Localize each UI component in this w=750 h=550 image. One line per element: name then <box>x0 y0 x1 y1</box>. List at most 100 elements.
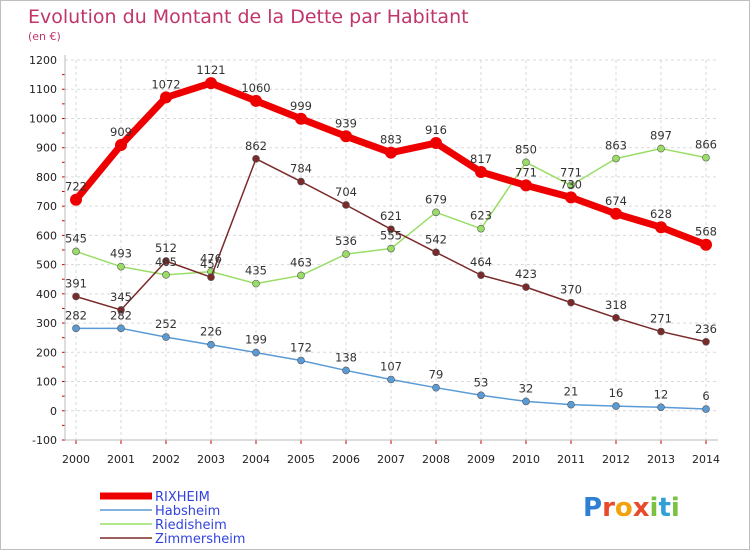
data-point <box>117 324 125 333</box>
data-label: 939 <box>335 116 357 130</box>
y-tick-label: 500 <box>36 259 57 272</box>
legend-label: Zimmersheim <box>155 532 245 547</box>
data-point <box>342 201 350 209</box>
x-tick-label: 2000 <box>62 453 90 466</box>
data-label: 226 <box>200 325 222 339</box>
data-label: 1060 <box>241 81 270 95</box>
data-label: 282 <box>110 308 132 322</box>
data-label: 999 <box>290 99 312 113</box>
data-label: 138 <box>335 350 357 364</box>
y-tick-label: 700 <box>36 200 57 213</box>
data-label: 6 <box>702 389 709 403</box>
logo-letter: r <box>602 493 615 523</box>
data-point <box>477 391 485 400</box>
data-label: 555 <box>380 229 402 243</box>
data-point <box>162 257 170 265</box>
data-point <box>297 356 305 365</box>
data-label: 465 <box>155 255 177 269</box>
data-label: 1072 <box>151 77 180 91</box>
data-label: 16 <box>609 386 624 400</box>
data-label: 623 <box>470 209 492 223</box>
data-point <box>612 314 620 322</box>
data-point <box>160 91 172 104</box>
data-label: 536 <box>335 234 357 248</box>
data-label: 771 <box>515 165 537 179</box>
data-label: 345 <box>110 290 132 304</box>
data-point <box>567 181 575 190</box>
y-tick-label: -100 <box>32 434 57 447</box>
logo-letter: i <box>671 493 680 523</box>
data-point <box>162 333 170 341</box>
data-point <box>297 271 305 280</box>
data-label: 730 <box>560 177 582 191</box>
data-label: 784 <box>290 162 312 176</box>
data-point <box>72 292 80 301</box>
data-label: 850 <box>515 142 537 156</box>
data-point <box>655 221 667 234</box>
data-point <box>342 250 350 258</box>
chart-subtitle: (en €) <box>28 30 61 43</box>
data-label: 457 <box>200 257 222 271</box>
data-point <box>522 158 530 167</box>
data-label: 512 <box>155 241 177 255</box>
y-tick-label: 600 <box>36 229 57 242</box>
data-point <box>340 130 352 143</box>
axes: -100 0 100 200 300 400 500 600 700 800 900 1000 1100… <box>29 54 720 466</box>
data-point <box>477 224 485 233</box>
y-tick-label: 200 <box>36 346 57 359</box>
data-label: 53 <box>474 375 489 389</box>
data-labels: 7229091072112110609999398839168177717306… <box>65 63 717 403</box>
logo-letter: t <box>658 493 670 523</box>
data-point <box>115 139 127 152</box>
series-layer <box>70 77 712 413</box>
data-label: 621 <box>380 209 402 223</box>
y-tick-label: 1200 <box>29 54 57 67</box>
data-label: 679 <box>425 192 447 206</box>
data-point <box>612 154 620 163</box>
data-point <box>432 383 440 392</box>
x-tick-label: 2007 <box>377 453 405 466</box>
data-point <box>432 248 440 257</box>
x-tick-label: 2012 <box>602 453 630 466</box>
data-label: 32 <box>519 381 534 395</box>
data-point <box>567 298 575 307</box>
x-tick-label: 2013 <box>647 453 675 466</box>
data-point <box>72 247 80 256</box>
data-label: 236 <box>695 322 717 336</box>
data-point <box>70 193 82 206</box>
data-label: 107 <box>380 359 402 373</box>
data-point <box>520 179 532 192</box>
data-label: 172 <box>290 340 312 354</box>
data-label: 916 <box>425 123 447 137</box>
y-tick-label: 400 <box>36 288 57 301</box>
x-tick-label: 2006 <box>332 453 360 466</box>
data-point <box>207 273 215 281</box>
y-tick-label: 900 <box>36 142 57 155</box>
data-point <box>252 155 260 163</box>
data-label: 282 <box>65 308 87 322</box>
data-point <box>702 153 710 162</box>
data-point <box>205 77 217 90</box>
data-point <box>702 405 710 413</box>
data-label: 21 <box>564 385 579 399</box>
data-label: 476 <box>200 252 222 266</box>
data-point <box>72 324 80 333</box>
logo-letter: i <box>650 493 659 523</box>
y-tick-label: 300 <box>36 317 57 330</box>
data-label: 252 <box>155 317 177 331</box>
data-point <box>295 112 307 125</box>
x-tick-label: 2003 <box>197 453 225 466</box>
data-point <box>657 327 665 336</box>
x-tick-label: 2010 <box>512 453 540 466</box>
y-tick-label: 0 <box>50 405 57 418</box>
data-label: 863 <box>605 139 627 153</box>
data-point <box>657 144 665 153</box>
data-point <box>252 279 260 288</box>
data-label: 423 <box>515 267 537 281</box>
data-point <box>432 208 440 217</box>
data-point <box>252 348 260 357</box>
data-label: 493 <box>110 247 132 261</box>
data-point <box>250 94 262 107</box>
legend-label: RIXHEIM <box>155 490 210 505</box>
data-point <box>565 191 577 204</box>
